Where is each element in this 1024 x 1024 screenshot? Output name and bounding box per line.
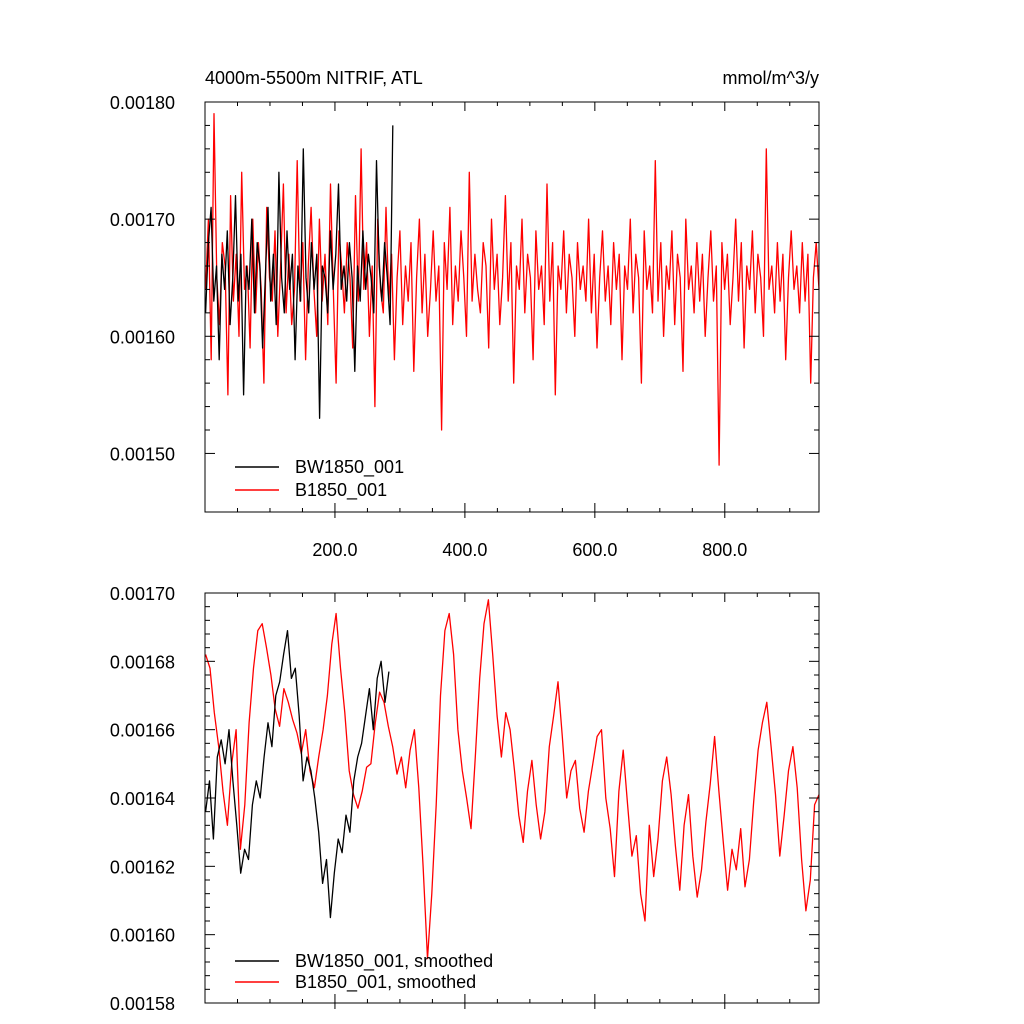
bottom-panel: 0.00158 0.00160 0.00162 0.00164 0.00166 0.001… <box>110 584 820 1014</box>
y-tick-label: 0.00160 <box>110 327 175 347</box>
x-tick-label: 400.0 <box>442 540 487 560</box>
top-panel-series <box>204 113 820 466</box>
bottom-plot-frame <box>204 592 820 1004</box>
y-tick-label: 0.00170 <box>110 210 175 230</box>
top-panel-title: 4000m-5500m NITRIF, ATL <box>205 68 423 88</box>
y-tick-label: 0.00166 <box>110 721 175 741</box>
y-tick-label: 0.00168 <box>110 652 175 672</box>
y-tick-label: 0.00162 <box>110 857 175 877</box>
series-line-bw1850-001 <box>204 125 394 419</box>
top-panel-ticks: 200.0 400.0 600.0 800.0 0.00150 0.00160 0.0017… <box>110 93 819 560</box>
y-tick-label: 0.00180 <box>110 93 175 113</box>
y-tick-label: 0.00150 <box>110 444 175 464</box>
x-tick-label: 200.0 <box>312 540 357 560</box>
x-tick-label: 600.0 <box>572 540 617 560</box>
top-plot-frame <box>204 101 820 513</box>
bottom-panel-series <box>204 599 820 960</box>
series-line-b1850-001-smoothed <box>204 599 820 960</box>
y-tick-label: 0.00170 <box>110 584 175 604</box>
y-tick-label: 0.00158 <box>110 994 175 1014</box>
legend-label-bw1850-smoothed: BW1850_001, smoothed <box>295 951 493 972</box>
top-panel-legend: BW1850_001 B1850_001 <box>235 457 404 501</box>
top-panel-units-label: mmol/m^3/y <box>723 68 819 88</box>
y-tick-label: 0.00164 <box>110 789 175 809</box>
bottom-panel-legend: BW1850_001, smoothed B1850_001, smoothed <box>235 951 493 993</box>
series-line-b1850-001 <box>204 113 820 466</box>
legend-label-b1850: B1850_001 <box>295 480 387 501</box>
y-tick-label: 0.00160 <box>110 926 175 946</box>
top-panel: 200.0 400.0 600.0 800.0 0.00150 0.00160 0.0017… <box>110 68 820 560</box>
legend-label-b1850-smoothed: B1850_001, smoothed <box>295 972 476 993</box>
bottom-panel-ticks: 0.00158 0.00160 0.00162 0.00164 0.00166 0.001… <box>110 584 819 1014</box>
x-tick-label: 800.0 <box>702 540 747 560</box>
series-line-bw1850-001-smoothed <box>204 629 390 919</box>
legend-label-bw1850: BW1850_001 <box>295 457 404 478</box>
